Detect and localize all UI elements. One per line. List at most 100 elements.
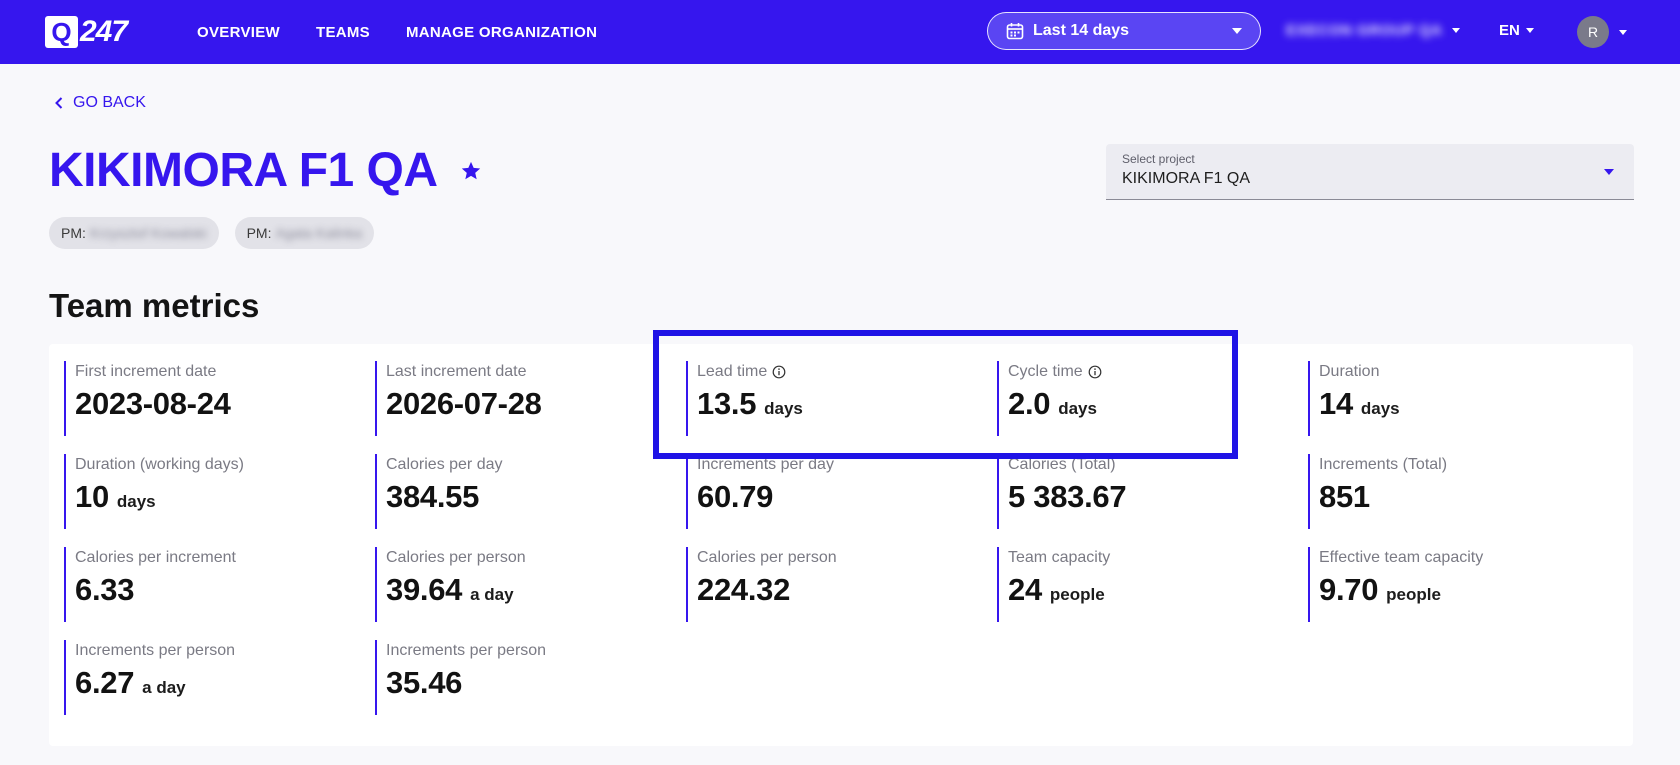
metric-label-text: Increments per person	[75, 642, 236, 659]
metric-value-row: 224.32	[697, 572, 986, 608]
metric-unit: days	[116, 492, 156, 511]
date-range-value: Last 14 days	[1033, 22, 1130, 39]
metric-value-row: 2.0 days	[1008, 386, 1297, 422]
metric-duration: Duration 14 days	[1308, 361, 1608, 436]
metric-value: 5 383.67	[1008, 479, 1127, 514]
metric-value-row: 10 days	[75, 479, 364, 515]
metric-label-text: Calories per day	[386, 456, 503, 473]
chevron-down-icon	[1604, 169, 1614, 175]
nav-overview[interactable]: OVERVIEW	[197, 23, 280, 41]
organization-select[interactable]: EXECON GROUP QA	[1286, 22, 1461, 39]
metric-value-row: 9.70 people	[1319, 572, 1608, 608]
metric-value-row: 5 383.67	[1008, 479, 1297, 515]
logo-mark: Q	[45, 16, 78, 48]
metric-value: 9.70	[1319, 572, 1379, 607]
metric-unit: days	[1360, 399, 1400, 418]
metric-calories-total: Calories (Total) 5 383.67	[997, 454, 1297, 529]
metric-label: Effective team capacity	[1319, 548, 1608, 568]
metric-value-row: 384.55	[386, 479, 675, 515]
metric-value-row: 60.79	[697, 479, 986, 515]
info-icon[interactable]	[772, 365, 786, 379]
metric-label: Calories (Total)	[1008, 455, 1297, 475]
pm-prefix: PM:	[246, 225, 272, 241]
metric-label: Team capacity	[1008, 548, 1297, 568]
project-select[interactable]: Select project KIKIMORA F1 QA	[1106, 144, 1634, 200]
app-logo[interactable]: Q 247	[45, 15, 128, 48]
metric-label-text: Team capacity	[1008, 549, 1111, 566]
metric-value-row: 2023-08-24	[75, 386, 364, 422]
metric-last-increment-date: Last increment date 2026-07-28	[375, 361, 675, 436]
calendar-icon	[1006, 23, 1024, 40]
metric-value: 851	[1319, 479, 1370, 514]
pm-chip: PM: Krzysztof Kowalski	[49, 217, 219, 249]
metric-cycle-time: Cycle time 2.0 days	[997, 361, 1297, 436]
metric-label-text: Effective team capacity	[1319, 549, 1484, 566]
star-icon[interactable]	[460, 160, 482, 182]
metric-value-row: 6.27 a day	[75, 665, 364, 701]
metric-calories-per-person-day: Calories per person 39.64 a day	[375, 547, 675, 622]
metric-value-row: 13.5 days	[697, 386, 986, 422]
chevron-down-icon	[1619, 29, 1627, 35]
metric-label: Cycle time	[1008, 362, 1297, 382]
metric-increments-per-person-day: Increments per person 6.27 a day	[64, 640, 364, 715]
metric-value-row: 2026-07-28	[386, 386, 675, 422]
chevron-down-icon	[1232, 28, 1242, 34]
go-back-link[interactable]: GO BACK	[55, 94, 146, 112]
metric-value: 35.46	[386, 665, 463, 700]
metric-value: 14	[1319, 386, 1353, 421]
info-icon[interactable]	[1088, 365, 1102, 379]
metric-unit: days	[1058, 399, 1097, 418]
metric-label-text: Increments per person	[386, 642, 547, 659]
metric-value: 13.5	[697, 386, 757, 421]
pm-prefix: PM:	[61, 225, 86, 241]
metric-first-increment-date: First increment date 2023-08-24	[64, 361, 364, 436]
metric-value-row: 35.46	[386, 665, 675, 701]
pm-chip: PM: Agata Kalinka	[234, 217, 374, 249]
metric-calories-per-day: Calories per day 384.55	[375, 454, 675, 529]
team-metrics-card: First increment date 2023-08-24 Last inc…	[49, 344, 1633, 746]
chevron-left-icon	[55, 97, 63, 109]
metric-value: 2023-08-24	[75, 386, 231, 421]
metric-label-text: Calories per person	[386, 549, 526, 566]
metric-label: Increments per person	[75, 641, 364, 661]
metric-label: Duration	[1319, 362, 1608, 382]
project-managers: PM: Krzysztof Kowalski PM: Agata Kalinka	[49, 217, 390, 249]
metric-label: Last increment date	[386, 362, 675, 382]
pm-name: Krzysztof Kowalski	[89, 225, 207, 241]
metric-value: 24	[1008, 572, 1042, 607]
language-select[interactable]: EN	[1499, 22, 1540, 39]
metric-label-text: Calories per increment	[75, 549, 236, 566]
page-title: KIKIMORA F1 QA	[49, 144, 438, 197]
top-navigation-bar: Q 247 OVERVIEW TEAMS MANAGE ORGANIZATION…	[0, 0, 1680, 64]
nav-teams[interactable]: TEAMS	[315, 23, 370, 41]
metric-label-text: Cycle time	[1008, 363, 1083, 380]
nav-manage-organization[interactable]: MANAGE ORGANIZATION	[405, 23, 598, 41]
metric-value: 6.33	[75, 572, 135, 607]
section-title: Team metrics	[49, 287, 260, 324]
metric-value: 60.79	[697, 479, 774, 514]
metric-label-text: Calories (Total)	[1008, 456, 1116, 473]
main-nav: OVERVIEW TEAMS MANAGE ORGANIZATION	[197, 0, 633, 64]
metric-increments-per-person: Increments per person 35.46	[375, 640, 675, 715]
page-title-row: KIKIMORA F1 QA	[49, 143, 482, 199]
project-select-label: Select project	[1122, 152, 1195, 166]
metric-label: Calories per person	[386, 548, 675, 568]
metric-label-text: Increments (Total)	[1319, 456, 1448, 473]
metric-increments-total: Increments (Total) 851	[1308, 454, 1608, 529]
metric-effective-team-capacity: Effective team capacity 9.70 people	[1308, 547, 1608, 622]
metric-value: 224.32	[697, 572, 791, 607]
date-range-select[interactable]: Last 14 days	[987, 12, 1261, 50]
metric-label-text: Calories per person	[697, 549, 837, 566]
metric-increments-per-day: Increments per day 60.79	[686, 454, 986, 529]
metric-value-row: 24 people	[1008, 572, 1297, 608]
metric-label: Calories per day	[386, 455, 675, 475]
metric-label-text: Increments per day	[697, 456, 834, 473]
metric-value: 384.55	[386, 479, 480, 514]
logo-text: 247	[80, 15, 128, 48]
user-menu[interactable]: R	[1577, 16, 1627, 48]
metric-team-capacity: Team capacity 24 people	[997, 547, 1297, 622]
metric-value: 6.27	[75, 665, 135, 700]
metric-value: 10	[75, 479, 109, 514]
metric-unit: a day	[470, 585, 514, 604]
pm-name: Agata Kalinka	[275, 225, 362, 241]
